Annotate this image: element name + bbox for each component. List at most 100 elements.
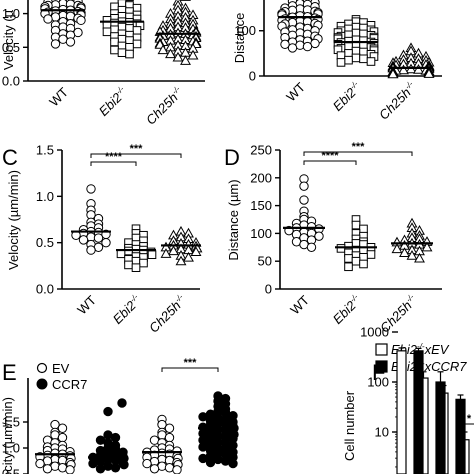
y-tick-label: 1.5 bbox=[2, 415, 20, 430]
legend-marker-ev bbox=[36, 362, 48, 374]
data-point bbox=[351, 256, 361, 266]
data-point bbox=[336, 58, 346, 67]
x-tick-label: WT bbox=[74, 292, 99, 317]
y-axis-label: ocity (µm/min) bbox=[0, 397, 15, 474]
data-point bbox=[164, 432, 175, 443]
x-tick-label: Ch25h-/- bbox=[376, 79, 419, 122]
bar bbox=[396, 350, 407, 474]
data-point bbox=[165, 48, 176, 59]
data-point bbox=[125, 49, 134, 59]
data-point bbox=[287, 43, 298, 53]
data-point bbox=[101, 237, 111, 248]
significance-bracket bbox=[161, 367, 219, 372]
panel-a-velocity-chart: 1.0 0.5 0.0 Velocity (µ WT Ebi2-/- Ch25h-/- bbox=[1, 0, 205, 128]
data-point bbox=[306, 242, 317, 253]
y-axis-label: Distance bbox=[232, 13, 247, 64]
data-point bbox=[149, 464, 160, 474]
data-point bbox=[336, 244, 346, 253]
y-tick-label: 0 bbox=[265, 282, 272, 297]
data-point bbox=[102, 27, 112, 37]
data-point bbox=[359, 259, 368, 269]
data-point bbox=[421, 241, 433, 252]
legend-swatch bbox=[375, 343, 388, 356]
data-point bbox=[344, 254, 353, 263]
data-point bbox=[78, 235, 89, 245]
significance-label: * bbox=[467, 413, 472, 425]
data-point bbox=[160, 248, 172, 258]
data-point bbox=[198, 412, 208, 422]
x-tick-label: Ebi2-/- bbox=[330, 79, 365, 114]
y-tick-label: 10 bbox=[375, 425, 389, 440]
x-tick-label: Ebi2-/- bbox=[330, 292, 365, 327]
data-point bbox=[398, 64, 409, 75]
data-point bbox=[280, 39, 290, 50]
data-point bbox=[366, 57, 376, 66]
legend-marker-ccr7 bbox=[36, 378, 48, 390]
y-tick-label: 0.5 bbox=[36, 235, 54, 250]
y-tick-label: 100 bbox=[367, 375, 389, 390]
data-point bbox=[65, 37, 76, 47]
significance-label: **** bbox=[105, 151, 123, 163]
data-point bbox=[205, 457, 216, 468]
y-tick-label: 1.5 bbox=[36, 143, 54, 158]
data-point bbox=[351, 220, 361, 230]
data-point bbox=[198, 442, 208, 452]
data-point bbox=[139, 258, 148, 268]
y-axis-label: Cell number bbox=[342, 390, 357, 461]
data-point bbox=[147, 250, 157, 260]
data-point bbox=[172, 465, 182, 474]
data-point bbox=[183, 251, 194, 262]
significance-label: *** bbox=[352, 141, 366, 153]
x-tick-label: WT bbox=[283, 79, 308, 104]
x-tick-label: Ch25h-/- bbox=[146, 292, 189, 335]
data-point bbox=[414, 252, 425, 263]
bar bbox=[413, 350, 424, 474]
data-point bbox=[187, 49, 199, 60]
data-point bbox=[125, 0, 134, 2]
data-point bbox=[110, 45, 119, 55]
y-tick-label: 0 bbox=[249, 69, 256, 84]
y-tick-label: 200 bbox=[250, 170, 272, 185]
y-tick-label: 0.5 bbox=[2, 467, 20, 474]
y-axis-label: Velocity (µ bbox=[1, 9, 16, 70]
x-tick-label: Ebi2-/- bbox=[110, 292, 145, 327]
significance-bracket bbox=[90, 153, 182, 158]
x-tick-label: WT bbox=[46, 84, 71, 109]
data-point bbox=[344, 55, 353, 65]
data-point bbox=[164, 423, 175, 433]
data-point bbox=[413, 64, 424, 74]
y-tick-label: 1.0 bbox=[36, 189, 54, 204]
data-point bbox=[391, 243, 403, 254]
data-point bbox=[172, 51, 184, 62]
data-point bbox=[423, 68, 435, 78]
significance-bracket bbox=[303, 160, 357, 165]
data-point bbox=[314, 231, 324, 241]
data-point bbox=[43, 14, 53, 24]
data-point bbox=[228, 458, 238, 469]
legend-label-ccr7: CCR7 bbox=[52, 377, 87, 392]
data-point bbox=[65, 465, 75, 474]
data-point bbox=[35, 458, 45, 469]
data-point bbox=[110, 432, 121, 443]
y-tick-label: 1.0 bbox=[2, 6, 20, 21]
data-point bbox=[180, 55, 191, 65]
data-point bbox=[142, 458, 152, 469]
data-point bbox=[406, 250, 418, 260]
data-point bbox=[168, 245, 179, 256]
data-point bbox=[366, 250, 376, 259]
panel-letter-c: C bbox=[2, 145, 18, 170]
data-point bbox=[50, 39, 61, 49]
legend-swatch bbox=[375, 360, 388, 373]
data-point bbox=[88, 458, 98, 469]
y-axis-label: Velocity (µm/min) bbox=[6, 170, 21, 270]
legend-label-ev: EV bbox=[52, 361, 70, 376]
panel-letter-e: E bbox=[2, 360, 17, 385]
data-point bbox=[399, 247, 410, 257]
data-point bbox=[119, 459, 129, 470]
